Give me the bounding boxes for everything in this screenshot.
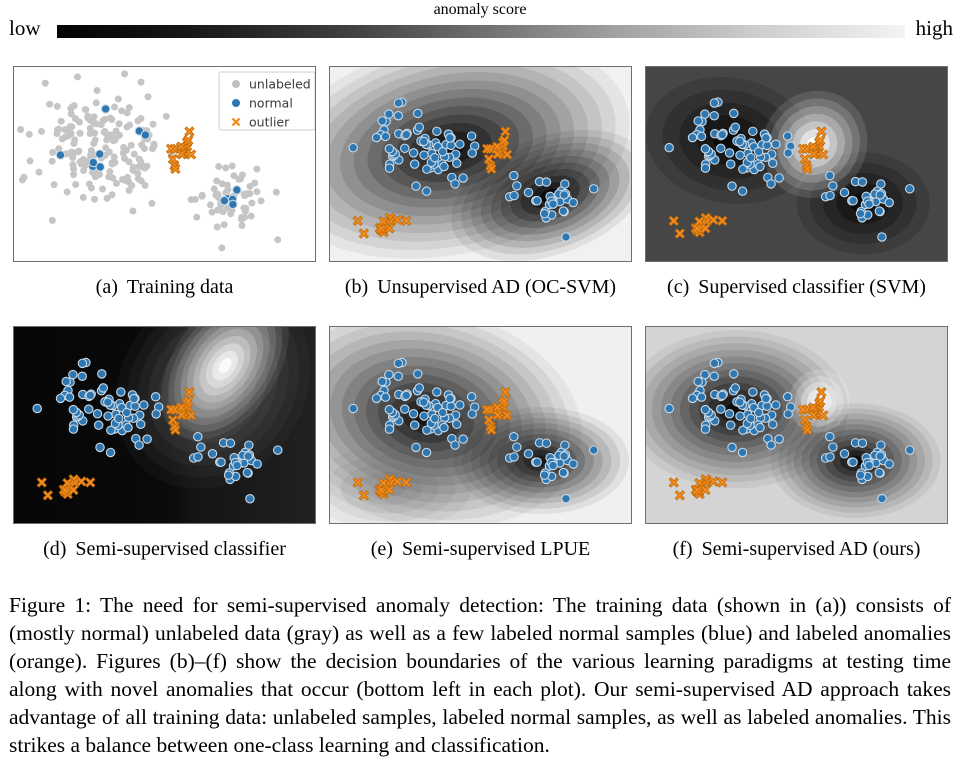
panel-a-caption: (a) Training data bbox=[13, 275, 316, 299]
panel-c-caption: (c) Supervised classifier (SVM) bbox=[645, 275, 948, 299]
panel-b-plot bbox=[329, 66, 632, 262]
panel-d-tag: (d) bbox=[43, 538, 67, 560]
panel-c-tag: (c) bbox=[667, 276, 690, 298]
panel-f: (f) Semi-supervised AD (ours) bbox=[645, 326, 948, 561]
svg-text:unlabeled: unlabeled bbox=[249, 76, 311, 91]
panel-c: (c) Supervised classifier (SVM) bbox=[645, 66, 948, 299]
contour-blob bbox=[161, 326, 289, 440]
legend: unlabeled normal outlier bbox=[218, 71, 316, 131]
panel-a-title: Training data bbox=[126, 276, 234, 298]
scatter-points bbox=[348, 97, 599, 242]
scatter-points bbox=[664, 357, 915, 504]
panel-a-plot: unlabeled normal outlier bbox=[13, 66, 316, 262]
panel-f-plot bbox=[645, 326, 948, 524]
panel-c-title: Supervised classifier (SVM) bbox=[698, 276, 926, 298]
scatter-points bbox=[348, 357, 599, 504]
panel-d: (d) Semi-supervised classifier bbox=[13, 326, 316, 561]
panel-e-tag: (e) bbox=[370, 538, 393, 560]
scatter-points bbox=[17, 70, 282, 252]
panel-frame bbox=[13, 66, 316, 262]
colorbar-high-label: high bbox=[915, 16, 953, 40]
panel-f-title: Semi-supervised AD (ours) bbox=[701, 538, 921, 560]
panel-d-caption: (d) Semi-supervised classifier bbox=[13, 537, 316, 561]
figure-caption: Figure 1: The need for semi-supervised a… bbox=[9, 593, 951, 757]
colorbar-gradient-bar bbox=[57, 25, 905, 38]
figure-panel-grid: unlabeled normal outlier (a) Training data … bbox=[0, 66, 960, 561]
panel-e: (e) Semi-supervised LPUE bbox=[329, 326, 632, 561]
panel-a: unlabeled normal outlier (a) Training data bbox=[13, 66, 316, 299]
panel-d-title: Semi-supervised classifier bbox=[75, 538, 286, 560]
panel-c-plot bbox=[645, 66, 948, 262]
panel-b-tag: (b) bbox=[344, 276, 369, 298]
panel-e-caption: (e) Semi-supervised LPUE bbox=[329, 537, 632, 561]
scatter-points bbox=[664, 97, 915, 242]
panel-f-caption: (f) Semi-supervised AD (ours) bbox=[645, 537, 948, 561]
colorbar-low-label: low bbox=[9, 16, 41, 40]
panel-f-tag: (f) bbox=[672, 538, 693, 560]
anomaly-score-colorbar: anomaly score low high bbox=[0, 0, 960, 66]
panel-b-caption: (b) Unsupervised AD (OC-SVM) bbox=[329, 275, 632, 299]
svg-text:outlier: outlier bbox=[249, 114, 290, 129]
panel-b: (b) Unsupervised AD (OC-SVM) bbox=[329, 66, 632, 299]
panel-frame bbox=[329, 66, 632, 262]
panel-e-plot bbox=[329, 326, 632, 524]
panel-d-plot bbox=[13, 326, 316, 524]
colorbar-title: anomaly score bbox=[433, 1, 527, 18]
panel-frame bbox=[13, 326, 316, 524]
panel-a-tag: (a) bbox=[95, 276, 118, 298]
scatter-points bbox=[32, 357, 283, 504]
panel-e-title: Semi-supervised LPUE bbox=[401, 538, 591, 560]
panel-frame bbox=[645, 326, 948, 524]
svg-text:normal: normal bbox=[249, 95, 293, 110]
panel-frame bbox=[329, 326, 632, 524]
panel-frame bbox=[645, 66, 948, 262]
panel-b-title: Unsupervised AD (OC-SVM) bbox=[377, 276, 617, 298]
